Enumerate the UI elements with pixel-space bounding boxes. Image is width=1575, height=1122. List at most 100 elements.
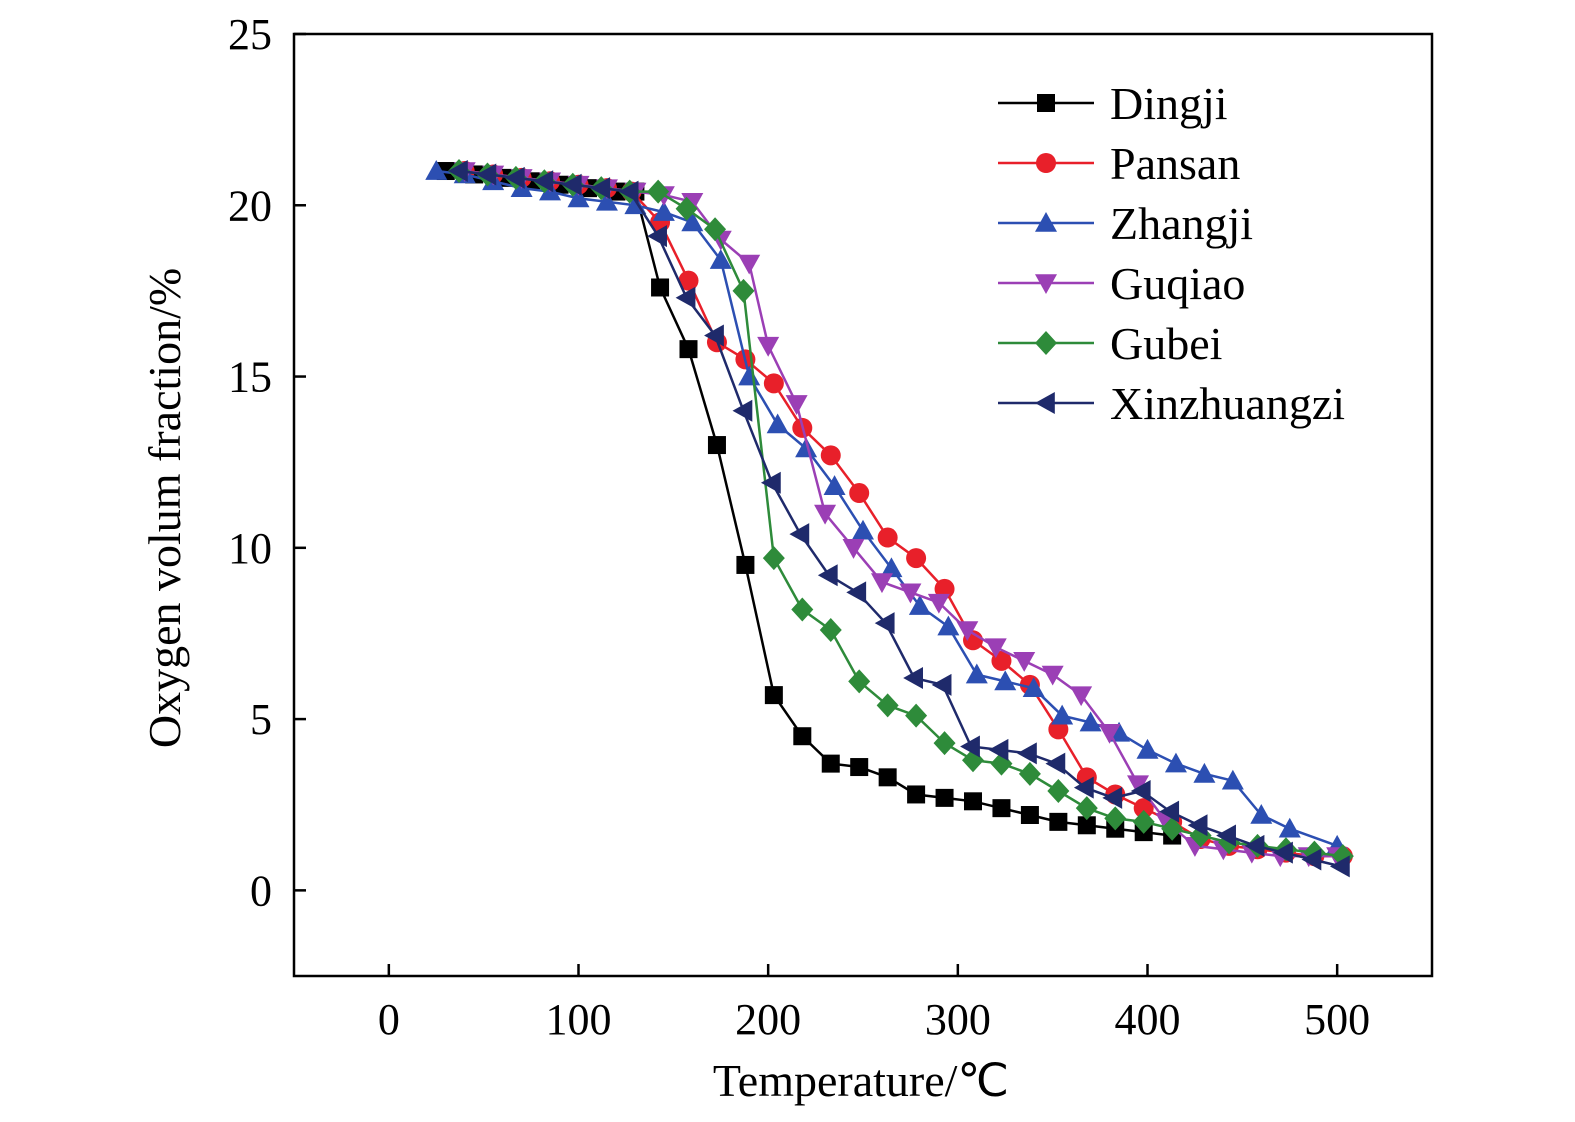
data-point-zhangji bbox=[652, 201, 675, 221]
data-point-gubei bbox=[1018, 761, 1041, 786]
data-point-xinzhuangzi bbox=[846, 581, 867, 604]
data-point-zhangji bbox=[681, 211, 704, 232]
data-point-zhangji bbox=[425, 160, 448, 180]
data-point-xinzhuangzi bbox=[533, 170, 554, 193]
legend-label-zhangji: Zhangji bbox=[1110, 198, 1253, 249]
data-point-xinzhuangzi bbox=[789, 523, 810, 546]
y-tick-label: 10 bbox=[228, 524, 272, 573]
data-point-zhangji bbox=[823, 475, 846, 495]
data-point-zhangji bbox=[965, 663, 988, 684]
data-point-dingji bbox=[907, 785, 926, 804]
x-tick-label: 500 bbox=[1304, 995, 1370, 1044]
data-point-gubei bbox=[675, 196, 698, 221]
data-point-zhangji bbox=[1164, 752, 1187, 773]
data-point-gubei bbox=[647, 179, 670, 204]
data-point-zhangji bbox=[1250, 804, 1273, 824]
data-point-zhangji bbox=[1051, 704, 1074, 725]
data-point-dingji bbox=[850, 758, 869, 777]
data-point-xinzhuangzi bbox=[675, 286, 696, 309]
data-point-pansan bbox=[820, 445, 841, 466]
data-point-xinzhuangzi bbox=[704, 324, 724, 347]
data-point-xinzhuangzi bbox=[1017, 742, 1037, 765]
data-point-dingji bbox=[651, 278, 670, 297]
data-point-xinzhuangzi bbox=[903, 666, 924, 689]
legend-marker-xinzhuangzi bbox=[1035, 392, 1055, 414]
data-point-guqiao bbox=[757, 336, 780, 357]
data-point-zhangji bbox=[1079, 711, 1102, 732]
data-point-guqiao bbox=[1127, 775, 1150, 796]
x-tick-label: 400 bbox=[1115, 995, 1181, 1044]
data-point-xinzhuangzi bbox=[1102, 786, 1123, 809]
data-point-xinzhuangzi bbox=[1329, 855, 1350, 878]
data-point-zhangji bbox=[1193, 762, 1216, 783]
data-point-guqiao bbox=[738, 254, 761, 275]
data-point-xinzhuangzi bbox=[504, 166, 525, 189]
data-point-dingji bbox=[1020, 806, 1039, 825]
data-point-dingji bbox=[793, 727, 812, 746]
data-point-xinzhuangzi bbox=[732, 399, 753, 422]
x-tick-label: 100 bbox=[546, 995, 612, 1044]
data-point-xinzhuangzi bbox=[618, 180, 639, 203]
data-point-zhangji bbox=[567, 187, 590, 208]
legend-label-gubei: Gubei bbox=[1110, 318, 1222, 369]
data-point-dingji bbox=[821, 754, 840, 773]
y-tick-label: 15 bbox=[228, 353, 272, 402]
data-point-gubei bbox=[933, 731, 956, 756]
data-point-xinzhuangzi bbox=[1273, 841, 1293, 864]
y-axis-title: Oxygen volum fraction/% bbox=[139, 268, 190, 748]
data-point-dingji bbox=[707, 436, 726, 455]
data-point-pansan bbox=[906, 548, 927, 569]
data-point-gubei bbox=[819, 618, 842, 643]
data-point-guqiao bbox=[899, 583, 922, 604]
y-tick-label: 0 bbox=[250, 866, 272, 915]
data-point-zhangji bbox=[795, 437, 818, 458]
data-point-xinzhuangzi bbox=[1244, 834, 1265, 857]
data-point-guqiao bbox=[870, 573, 893, 594]
legend-entry-pansan: Pansan bbox=[998, 138, 1240, 189]
data-point-xinzhuangzi bbox=[1301, 848, 1322, 871]
data-point-xinzhuangzi bbox=[817, 564, 838, 587]
data-point-guqiao bbox=[1070, 686, 1093, 707]
legend-entry-dingji: Dingji bbox=[998, 78, 1228, 129]
x-tick-label: 300 bbox=[925, 995, 991, 1044]
legend-marker-dingji bbox=[1037, 94, 1055, 112]
legend-marker-zhangji bbox=[1035, 212, 1057, 232]
series-dingji bbox=[436, 162, 1182, 845]
data-point-gubei bbox=[791, 597, 814, 622]
legend-label-dingji: Dingji bbox=[1110, 78, 1228, 129]
legend-label-guqiao: Guqiao bbox=[1110, 258, 1245, 309]
data-point-pansan bbox=[1133, 798, 1154, 819]
data-point-guqiao bbox=[956, 621, 979, 642]
x-axis-title: Temperature/℃ bbox=[713, 1055, 1009, 1106]
data-point-dingji bbox=[1049, 812, 1068, 831]
data-point-zhangji bbox=[1278, 817, 1301, 838]
data-point-gubei bbox=[1132, 809, 1155, 834]
legend-entry-gubei: Gubei bbox=[998, 318, 1222, 369]
data-point-gubei bbox=[762, 546, 785, 571]
data-point-zhangji bbox=[937, 615, 960, 636]
data-point-xinzhuangzi bbox=[1216, 824, 1236, 847]
legend-entry-zhangji: Zhangji bbox=[998, 198, 1253, 249]
data-point-gubei bbox=[876, 693, 899, 718]
data-point-guqiao bbox=[785, 395, 808, 415]
data-point-zhangji bbox=[852, 519, 874, 540]
data-point-xinzhuangzi bbox=[647, 225, 667, 248]
legend-entry-xinzhuangzi: Xinzhuangzi bbox=[998, 378, 1345, 429]
data-point-xinzhuangzi bbox=[931, 673, 952, 696]
data-point-guqiao bbox=[1041, 665, 1064, 686]
data-point-xinzhuangzi bbox=[874, 612, 895, 635]
data-point-dingji bbox=[964, 792, 983, 811]
data-point-guqiao bbox=[842, 539, 865, 559]
data-point-zhangji bbox=[766, 413, 789, 434]
data-point-xinzhuangzi bbox=[1045, 752, 1066, 775]
data-point-dingji bbox=[878, 768, 897, 787]
series-xinzhuangzi bbox=[448, 160, 1350, 878]
data-point-pansan bbox=[678, 270, 699, 291]
data-point-gubei bbox=[1047, 779, 1070, 804]
data-point-xinzhuangzi bbox=[1159, 800, 1180, 823]
data-point-gubei bbox=[1104, 806, 1127, 831]
data-point-pansan bbox=[763, 373, 784, 394]
data-point-dingji bbox=[992, 799, 1011, 818]
data-point-guqiao bbox=[927, 593, 950, 614]
